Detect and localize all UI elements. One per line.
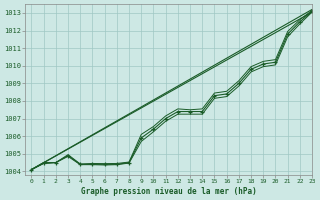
X-axis label: Graphe pression niveau de la mer (hPa): Graphe pression niveau de la mer (hPa) [81, 187, 257, 196]
